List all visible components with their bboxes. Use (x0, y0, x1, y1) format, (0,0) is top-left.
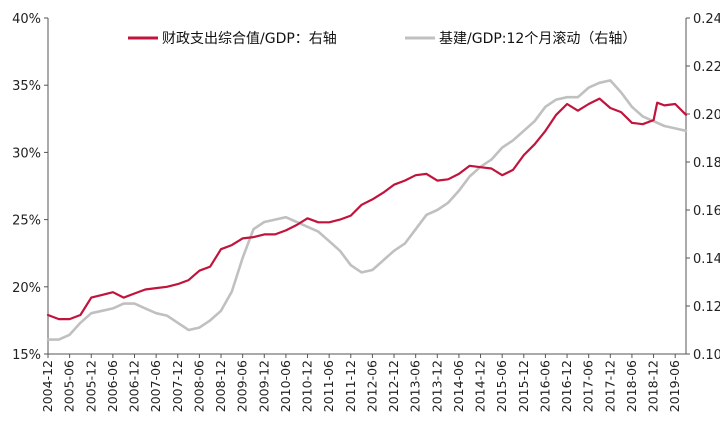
x-tick-label: 2017-06 (581, 360, 596, 412)
ticks: 40% 35% 30% 25% 20% 15% 0.24 0.22 0.20 0.18 0.16 0.… (12, 12, 720, 412)
x-tick-label: 2007-12 (170, 360, 185, 412)
y-left-tick-label: 20% (12, 281, 41, 296)
x-tick-label: 2016-06 (537, 360, 552, 412)
x-tick-label: 2015-12 (516, 360, 531, 412)
y-right-tick-label: 0.20 (693, 108, 720, 123)
y-right-tick-label: 0.24 (693, 12, 720, 27)
axes (47, 18, 687, 355)
x-tick-label: 2019-06 (667, 360, 682, 412)
x-tick-label: 2018-12 (646, 360, 661, 412)
y-right-tick-label: 0.18 (693, 156, 720, 171)
x-tick-label: 2006-06 (105, 360, 120, 412)
series-line-infra (46, 79, 688, 341)
x-tick-label: 2016-12 (559, 360, 574, 412)
x-tick-label: 2005-06 (62, 360, 77, 412)
legend-label-fiscal: 财政支出综合值/GDP：右轴 (162, 31, 337, 47)
legend-label-infra: 基建/GDP:12个月滚动（右轴） (439, 30, 636, 47)
x-tick-label: 2014-12 (473, 360, 488, 412)
series (46, 79, 688, 341)
legend: 财政支出综合值/GDP：右轴 基建/GDP:12个月滚动（右轴） (128, 30, 636, 47)
series-line-fiscal (46, 97, 688, 321)
y-right-tick-label: 0.14 (693, 252, 720, 267)
x-tick-label: 2015-06 (494, 360, 509, 412)
x-tick-label: 2004-12 (40, 360, 55, 412)
y-left-tick-label: 15% (12, 348, 41, 363)
x-tick-label: 2014-06 (451, 360, 466, 412)
x-tick-label: 2013-06 (408, 360, 423, 412)
x-tick-label: 2005-12 (83, 360, 98, 412)
x-tick-label: 2017-12 (602, 360, 617, 412)
y-left-tick-label: 35% (12, 79, 41, 94)
x-tick-label: 2009-06 (235, 360, 250, 412)
x-tick-label: 2007-06 (148, 360, 163, 412)
x-tick-label: 2010-12 (300, 360, 315, 412)
x-tick-label: 2013-12 (429, 360, 444, 412)
x-tick-label: 2010-06 (278, 360, 293, 412)
x-tick-label: 2006-12 (127, 360, 142, 412)
y-left-tick-label: 40% (12, 12, 41, 27)
x-tick-label: 2011-12 (343, 360, 358, 412)
x-tick-label: 2012-12 (386, 360, 401, 412)
x-tick-label: 2008-12 (213, 360, 228, 412)
y-left-tick-label: 30% (12, 146, 41, 161)
y-right-tick-label: 0.12 (693, 300, 720, 315)
y-right-tick-label: 0.22 (693, 60, 720, 75)
y-left-tick-label: 25% (12, 214, 41, 229)
x-tick-label: 2011-06 (321, 360, 336, 412)
x-tick-label: 2018-06 (624, 360, 639, 412)
x-tick-label: 2009-12 (256, 360, 271, 412)
y-right-tick-label: 0.16 (693, 204, 720, 219)
y-right-tick-label: 0.10 (693, 348, 720, 363)
x-tick-label: 2012-06 (364, 360, 379, 412)
x-tick-label: 2008-06 (191, 360, 206, 412)
